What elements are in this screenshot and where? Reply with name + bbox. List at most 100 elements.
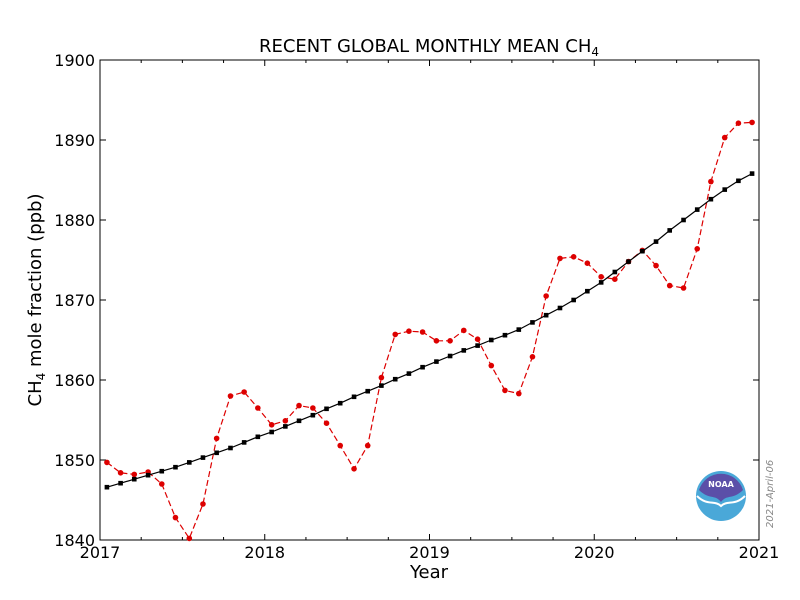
trend-point bbox=[145, 472, 151, 478]
x-axis-ticks: 2017 2018 2019 2020 2021 bbox=[80, 60, 779, 562]
monthly-mean-point bbox=[227, 393, 234, 399]
x-tick-label: 2019 bbox=[409, 543, 450, 562]
monthly-mean-point bbox=[104, 459, 110, 466]
monthly-mean-point bbox=[406, 328, 412, 335]
trend-point bbox=[543, 312, 549, 318]
date-stamp: 2021-April-06 bbox=[765, 460, 776, 528]
trend-point bbox=[612, 269, 618, 275]
y-tick-label: 1900 bbox=[54, 51, 95, 70]
monthly-mean-point bbox=[460, 327, 467, 334]
trend-point bbox=[516, 327, 522, 332]
monthly-mean-point bbox=[392, 331, 399, 338]
monthly-mean-point bbox=[158, 481, 165, 487]
trend-point bbox=[640, 248, 645, 254]
monthly-mean-point bbox=[447, 338, 453, 344]
monthly-mean-point bbox=[474, 336, 481, 343]
y-tick-label: 1890 bbox=[54, 131, 95, 150]
y-axis-title: CH4 mole fraction (ppb) bbox=[25, 193, 48, 406]
trend-point bbox=[447, 353, 453, 359]
monthly-mean-point bbox=[570, 253, 577, 260]
chart-title: RECENT GLOBAL MONTHLY MEAN CH4 bbox=[259, 36, 599, 59]
monthly-mean-point bbox=[653, 262, 659, 269]
x-tick-label: 2020 bbox=[574, 543, 615, 562]
trend-point bbox=[159, 468, 165, 474]
monthly-mean-point bbox=[117, 470, 124, 476]
trend-point bbox=[708, 196, 714, 202]
chart-title-sub: 4 bbox=[591, 45, 599, 59]
trend-point bbox=[186, 460, 192, 465]
trend-point bbox=[694, 207, 700, 212]
monthly-mean-point bbox=[310, 405, 316, 411]
monthly-mean-point bbox=[282, 418, 289, 424]
monthly-mean-point bbox=[502, 387, 508, 394]
monthly-mean-point bbox=[529, 354, 536, 360]
noaa-logo-bird bbox=[699, 473, 743, 502]
trend-line bbox=[106, 173, 753, 488]
trend-point bbox=[255, 434, 261, 440]
trend-point bbox=[337, 400, 343, 406]
monthly-mean-point bbox=[268, 422, 275, 428]
chart-title-main: RECENT GLOBAL MONTHLY MEAN CH bbox=[259, 36, 591, 57]
y-axis-title-main: CH bbox=[25, 380, 46, 406]
monthly-mean-point bbox=[213, 435, 220, 442]
trend-point bbox=[283, 424, 288, 429]
monthly-mean-point bbox=[584, 260, 591, 267]
monthly-mean-point bbox=[419, 329, 426, 335]
trend-point bbox=[736, 178, 741, 184]
monthly-mean-point bbox=[708, 178, 714, 185]
trend-point bbox=[351, 394, 357, 400]
monthly-mean-line bbox=[106, 121, 753, 540]
trend-point bbox=[104, 484, 110, 490]
monthly-mean-point bbox=[749, 119, 755, 126]
trend-point bbox=[557, 305, 563, 311]
trend-point bbox=[241, 440, 247, 445]
monthly-mean-point bbox=[200, 501, 206, 507]
trend-point bbox=[310, 412, 316, 418]
trend-point bbox=[626, 259, 631, 264]
trend-point bbox=[392, 376, 398, 382]
trend-point bbox=[653, 239, 659, 244]
monthly-mean-point bbox=[131, 471, 138, 478]
trend-point bbox=[296, 418, 302, 424]
y-tick-label: 1840 bbox=[54, 531, 95, 550]
monthly-mean-point bbox=[241, 389, 247, 395]
y-tick-label: 1860 bbox=[54, 371, 95, 390]
x-tick-label: 2018 bbox=[244, 543, 285, 562]
monthly-mean-point bbox=[694, 246, 701, 252]
trend-point bbox=[749, 171, 755, 176]
y-axis-title-rest: mole fraction (ppb) bbox=[25, 193, 46, 372]
monthly-mean-point bbox=[323, 420, 330, 427]
y-axis-ticks: 1840 1850 1860 1870 1880 1890 1900 bbox=[54, 51, 759, 550]
trend-point bbox=[118, 480, 123, 486]
monthly-mean-point bbox=[557, 255, 563, 262]
y-tick-label: 1850 bbox=[54, 451, 95, 470]
trend-point bbox=[598, 280, 604, 285]
trend-point bbox=[324, 406, 329, 412]
monthly-mean-point bbox=[666, 282, 673, 289]
trend-point bbox=[200, 455, 206, 460]
trend-point bbox=[228, 445, 233, 451]
monthly-mean-point bbox=[721, 134, 728, 141]
trend-point bbox=[488, 337, 494, 343]
monthly-mean-point bbox=[351, 466, 357, 472]
trend-point bbox=[530, 320, 535, 325]
y-axis-title-sub: 4 bbox=[34, 373, 48, 381]
noaa-logo-text: NOAA bbox=[708, 480, 734, 489]
monthly-mean-point bbox=[172, 514, 179, 521]
monthly-mean-point bbox=[378, 374, 385, 381]
series-layer bbox=[104, 119, 755, 542]
monthly-mean-point bbox=[433, 338, 440, 344]
monthly-mean-point bbox=[337, 442, 344, 449]
trend-point bbox=[173, 464, 178, 470]
trend-point bbox=[214, 450, 219, 456]
trend-point bbox=[131, 476, 137, 482]
trend-point bbox=[475, 343, 480, 348]
trend-point bbox=[502, 332, 508, 338]
monthly-mean-point bbox=[543, 293, 549, 299]
trend-point bbox=[365, 388, 371, 394]
monthly-mean-point bbox=[364, 442, 371, 449]
monthly-mean-point bbox=[735, 120, 742, 126]
monthly-mean-point bbox=[598, 274, 604, 280]
x-tick-label: 2017 bbox=[80, 543, 121, 562]
